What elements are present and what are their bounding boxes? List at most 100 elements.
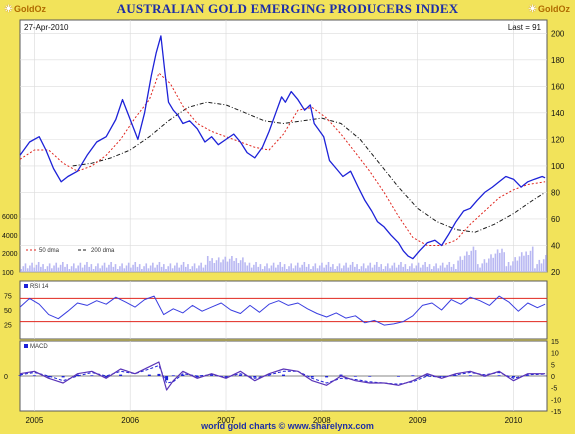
- macd-hist-bar: [282, 374, 285, 376]
- volume-bar: [314, 263, 317, 272]
- volume-bar: [415, 265, 418, 272]
- macd-tick-label: -10: [551, 397, 561, 404]
- volume-bar: [329, 266, 332, 272]
- volume-bar: [503, 252, 505, 272]
- volume-bar: [33, 267, 36, 272]
- volume-bar: [422, 264, 424, 272]
- volume-bar: [277, 264, 279, 272]
- volume-bar: [202, 267, 205, 272]
- volume-bar: [57, 267, 60, 272]
- macd-hist-bar: [411, 375, 415, 376]
- macd-hist-bar: [61, 376, 65, 378]
- volume-bar: [222, 259, 224, 272]
- volume-bar: [125, 265, 128, 272]
- volume-bar: [358, 269, 361, 272]
- volume-bar: [316, 268, 319, 272]
- volume-bar: [200, 262, 202, 272]
- volume-bar: [134, 262, 137, 272]
- volume-bar: [193, 263, 196, 272]
- macd-tick-label: 0: [551, 374, 555, 381]
- macd-hist-bar: [468, 375, 472, 376]
- volume-bar: [46, 266, 49, 272]
- volume-bar: [323, 267, 325, 272]
- volume-bar: [99, 268, 101, 272]
- volume-bar: [433, 266, 435, 272]
- volume-bar: [351, 262, 354, 272]
- volume-bar: [343, 265, 345, 272]
- macd-hist-bar: [157, 373, 161, 376]
- price-panel: [19, 19, 548, 273]
- price-tick-label: 120: [551, 135, 565, 144]
- volume-bar: [455, 269, 457, 272]
- volume-bar: [59, 264, 62, 272]
- volume-bar: [404, 264, 407, 272]
- volume-tick-label: 2000: [2, 251, 18, 258]
- volume-bar: [259, 264, 262, 272]
- volume-bar: [459, 256, 462, 272]
- volume-bar: [253, 264, 255, 272]
- rsi-panel: [19, 280, 548, 340]
- macd-hist-bar: [90, 375, 94, 376]
- volume-bar: [239, 260, 242, 272]
- volume-bar: [437, 268, 440, 272]
- price-tick-label: 140: [551, 109, 565, 118]
- volume-bar: [505, 266, 508, 272]
- macd-hist-bar: [18, 375, 22, 376]
- volume-bar: [250, 267, 253, 272]
- volume-bar: [103, 262, 106, 272]
- volume-bar: [152, 262, 154, 272]
- volume-bar: [446, 264, 448, 272]
- volume-bar: [356, 264, 358, 272]
- volume-bar: [498, 252, 501, 272]
- volume-bar: [448, 262, 451, 272]
- volume-bar: [509, 265, 512, 272]
- macd-hist-bar: [353, 376, 357, 377]
- volume-bar: [470, 250, 473, 272]
- volume-bar: [485, 262, 488, 272]
- volume-bar: [226, 261, 229, 272]
- volume-bar: [213, 263, 216, 272]
- volume-bar: [266, 263, 268, 272]
- volume-bar: [180, 264, 183, 272]
- volume-bar: [237, 263, 240, 272]
- volume-bar: [228, 258, 231, 272]
- volume-bar: [419, 267, 422, 272]
- macd-hist-bar: [425, 374, 429, 376]
- volume-bar: [452, 264, 455, 272]
- price-tick-label: 60: [551, 215, 560, 224]
- volume-bar: [301, 264, 303, 272]
- rsi-tick-label: 50: [4, 308, 12, 315]
- volume-bar: [424, 262, 426, 272]
- volume-bar: [81, 267, 84, 272]
- volume-bar: [83, 264, 86, 272]
- volume-bar: [285, 269, 288, 272]
- volume-bar: [191, 266, 194, 272]
- volume-bar: [371, 267, 374, 272]
- volume-bar: [466, 251, 468, 272]
- volume-bar: [545, 255, 547, 272]
- volume-bar: [187, 264, 189, 272]
- volume-bar: [340, 268, 343, 272]
- volume-bar: [72, 263, 75, 272]
- volume-bar: [488, 258, 490, 272]
- volume-bar: [261, 269, 264, 272]
- volume-bar: [51, 268, 53, 272]
- volume-bar: [114, 264, 117, 272]
- volume-bar: [483, 259, 486, 272]
- macd-hist-bar: [310, 376, 314, 378]
- volume-bar: [496, 249, 499, 272]
- macd-hist-bar: [253, 376, 257, 378]
- volume-bar: [20, 269, 22, 272]
- macd-label-swatch: [24, 344, 28, 348]
- volume-bar: [206, 256, 209, 272]
- volume-bar: [127, 262, 130, 272]
- volume-bar: [406, 269, 409, 272]
- volume-bar: [481, 263, 484, 272]
- volume-bar: [231, 256, 233, 272]
- volume-bar: [397, 264, 400, 272]
- ma50-line: [19, 72, 546, 246]
- volume-bar: [68, 269, 71, 272]
- volume-bar: [101, 265, 104, 272]
- volume-bar: [435, 263, 437, 272]
- volume-bar: [334, 269, 336, 272]
